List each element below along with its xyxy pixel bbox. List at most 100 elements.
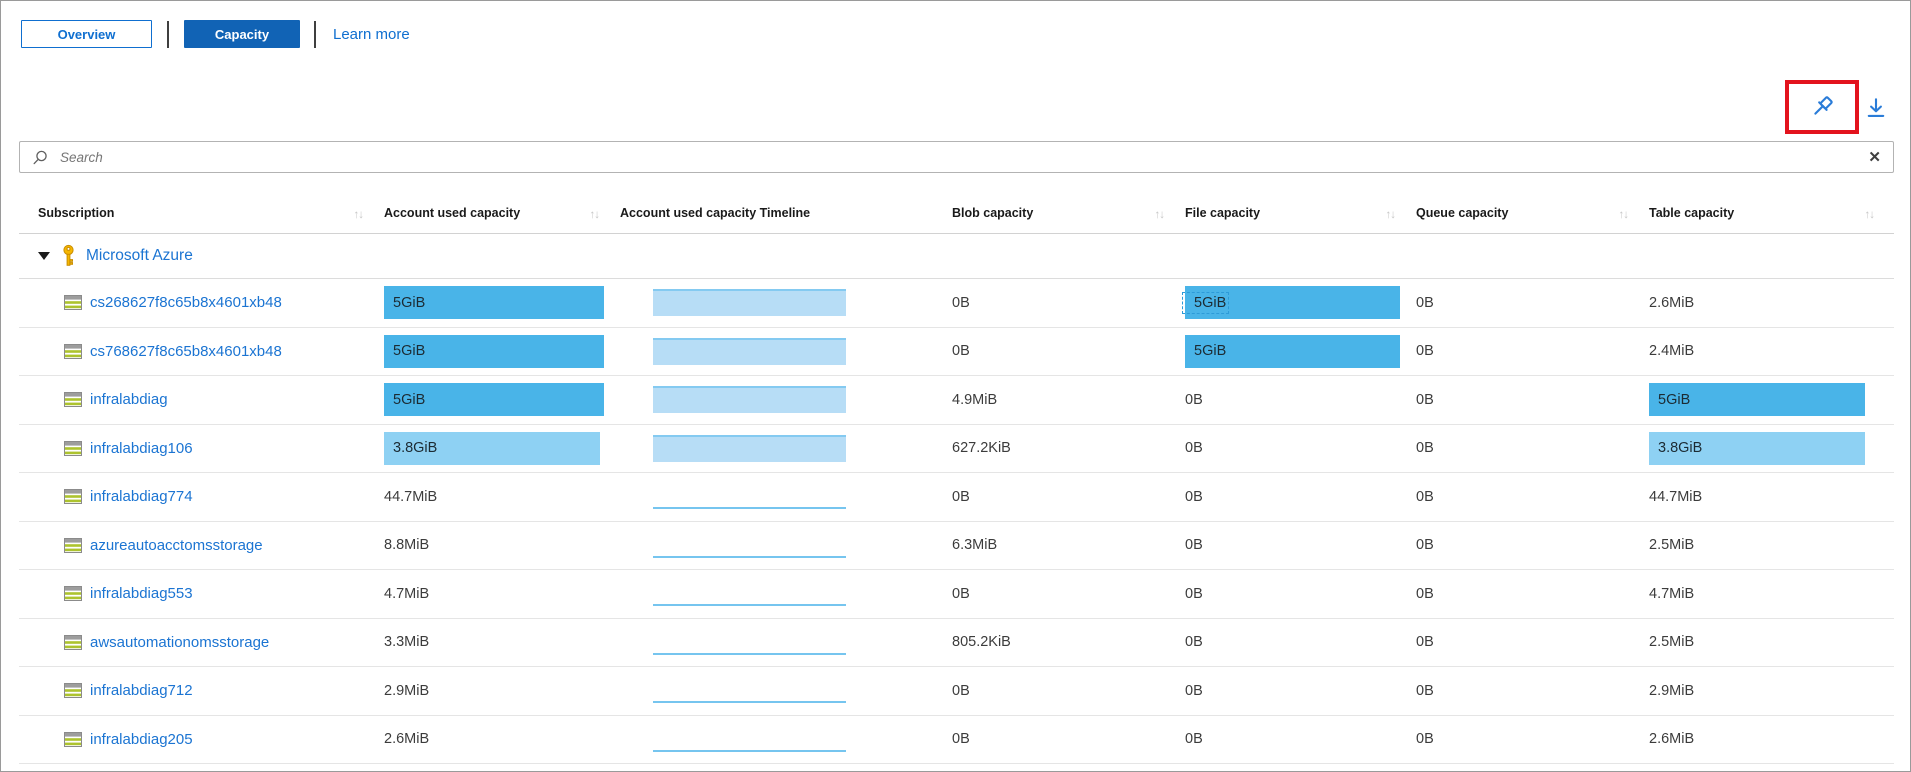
collapse-chevron-icon[interactable] — [38, 252, 50, 260]
blob-capacity-cell: 805.2KiB — [937, 619, 1170, 667]
storage-account-icon — [64, 537, 82, 553]
table-row: infralabdiag774 44.7MiB 0B 0B 0B 44.7MiB — [19, 473, 1894, 522]
capacity-value: 0B — [1416, 488, 1434, 505]
storage-account-icon — [64, 440, 82, 456]
timeline-cell — [605, 328, 937, 376]
table-row: infralabdiag553 4.7MiB 0B 0B 0B 4.7MiB — [19, 570, 1894, 619]
capacity-sparkline — [653, 279, 846, 327]
capacity-value: 0B — [1416, 634, 1434, 651]
column-header-queue-capacity[interactable]: Queue capacity ↑↓ — [1416, 206, 1629, 221]
storage-account-link[interactable]: awsautomationomsstorage — [90, 633, 270, 651]
capacity-value: 0B — [1185, 682, 1203, 699]
subscription-group-row[interactable]: Microsoft Azure — [19, 234, 1894, 279]
table-capacity-cell: 2.4MiB — [1634, 328, 1880, 376]
learn-more-link[interactable]: Learn more — [333, 25, 410, 43]
capacity-value: 0B — [1416, 294, 1434, 311]
capacity-button[interactable]: Capacity — [184, 20, 300, 48]
storage-account-link[interactable]: infralabdiag553 — [90, 585, 193, 603]
capacity-value: 0B — [1416, 343, 1434, 360]
account-used-capacity-cell: 8.8MiB — [369, 522, 605, 570]
table-row: cs268627f8c65b8x4601xb48 5GiB 0B 5GiB 0B… — [19, 279, 1894, 328]
file-capacity-cell: 0B — [1170, 716, 1401, 764]
file-capacity-cell: 0B — [1170, 619, 1401, 667]
storage-account-icon — [64, 634, 82, 650]
file-capacity-cell: 0B — [1170, 376, 1401, 424]
search-bar: ✕ — [19, 141, 1894, 173]
sparkline-flat-line — [653, 555, 846, 558]
sparkline-area — [653, 386, 846, 413]
table-row: infralabdiag205 2.6MiB 0B 0B 0B 2.6MiB — [19, 716, 1894, 764]
search-input[interactable] — [58, 148, 1869, 166]
sort-icon[interactable]: ↑↓ — [1618, 209, 1629, 221]
account-used-capacity-cell: 4.7MiB — [369, 570, 605, 618]
capacity-value: 0B — [1185, 440, 1203, 457]
sort-icon[interactable]: ↑↓ — [1385, 209, 1396, 221]
capacity-value: 5GiB — [1658, 391, 1691, 408]
pin-icon[interactable] — [1807, 92, 1837, 122]
capacity-value: 4.7MiB — [1649, 585, 1695, 602]
timeline-cell — [605, 619, 937, 667]
storage-account-link[interactable]: cs268627f8c65b8x4601xb48 — [90, 294, 282, 312]
storage-account-icon — [64, 489, 82, 505]
storage-account-icon — [64, 586, 82, 602]
capacity-value: 0B — [1185, 537, 1203, 554]
storage-account-link[interactable]: infralabdiag205 — [90, 730, 193, 748]
capacity-value: 2.5MiB — [1649, 634, 1695, 651]
column-header-file-capacity[interactable]: File capacity ↑↓ — [1185, 206, 1396, 221]
capacity-value: 0B — [1416, 440, 1434, 457]
sparkline-flat-line — [653, 652, 846, 655]
column-header-table-capacity[interactable]: Table capacity ↑↓ — [1649, 206, 1875, 221]
capacity-bar: 5GiB — [384, 334, 604, 368]
account-used-capacity-cell: 5GiB — [369, 279, 605, 327]
download-icon[interactable] — [1861, 93, 1891, 123]
capacity-sparkline — [653, 619, 846, 667]
overview-button[interactable]: Overview — [21, 20, 152, 48]
capacity-value: 5GiB — [1181, 291, 1230, 314]
clear-search-icon[interactable]: ✕ — [1868, 148, 1881, 166]
account-used-capacity-cell: 5GiB — [369, 376, 605, 424]
storage-account-link[interactable]: infralabdiag712 — [90, 682, 193, 700]
queue-capacity-cell: 0B — [1401, 473, 1634, 521]
capacity-value: 44.7MiB — [384, 488, 438, 505]
account-used-capacity-cell: 44.7MiB — [369, 473, 605, 521]
search-icon — [32, 149, 49, 166]
column-header-account-used-capacity[interactable]: Account used capacity ↑↓ — [384, 206, 600, 221]
storage-account-link[interactable]: infralabdiag774 — [90, 488, 193, 506]
capacity-value: 0B — [952, 294, 970, 311]
capacity-value: 0B — [1416, 731, 1434, 748]
capacity-bar: 3.8GiB — [1649, 431, 1866, 465]
capacity-value: 0B — [952, 585, 970, 602]
sparkline-area — [653, 337, 846, 365]
storage-account-link[interactable]: azureautoacctomsstorage — [90, 536, 263, 554]
capacity-bar: 5GiB — [384, 383, 604, 417]
storage-account-icon — [64, 731, 82, 747]
storage-account-link[interactable]: infralabdiag106 — [90, 439, 193, 457]
capacity-value: 805.2KiB — [952, 634, 1011, 651]
capacity-value: 4.7MiB — [384, 585, 430, 602]
queue-capacity-cell: 0B — [1401, 619, 1634, 667]
capacity-value: 4.9MiB — [952, 391, 998, 408]
table-capacity-cell: 5GiB — [1634, 376, 1880, 424]
pin-highlight-box — [1785, 80, 1859, 134]
sort-icon[interactable]: ↑↓ — [1864, 209, 1875, 221]
storage-account-link[interactable]: infralabdiag — [90, 391, 168, 409]
account-used-capacity-cell: 2.9MiB — [369, 667, 605, 715]
capacity-sparkline — [653, 716, 846, 764]
sort-icon[interactable]: ↑↓ — [1154, 209, 1165, 221]
sort-icon[interactable]: ↑↓ — [353, 209, 364, 221]
capacity-value: 2.9MiB — [384, 682, 430, 699]
capacity-value: 3.8GiB — [1658, 440, 1703, 457]
capacity-sparkline — [653, 473, 846, 521]
capacity-value: 0B — [1416, 537, 1434, 554]
subscription-group-label[interactable]: Microsoft Azure — [86, 247, 193, 264]
storage-account-link[interactable]: cs768627f8c65b8x4601xb48 — [90, 342, 282, 360]
timeline-cell — [605, 376, 937, 424]
queue-capacity-cell: 0B — [1401, 522, 1634, 570]
column-header-subscription[interactable]: Subscription ↑↓ — [38, 206, 364, 221]
table-capacity-cell: 44.7MiB — [1634, 473, 1880, 521]
blob-capacity-cell: 627.2KiB — [937, 425, 1170, 473]
table-body: cs268627f8c65b8x4601xb48 5GiB 0B 5GiB 0B… — [19, 279, 1894, 764]
sort-icon[interactable]: ↑↓ — [589, 209, 600, 221]
column-header-blob-capacity[interactable]: Blob capacity ↑↓ — [952, 206, 1165, 221]
file-capacity-cell: 5GiB — [1170, 328, 1401, 376]
